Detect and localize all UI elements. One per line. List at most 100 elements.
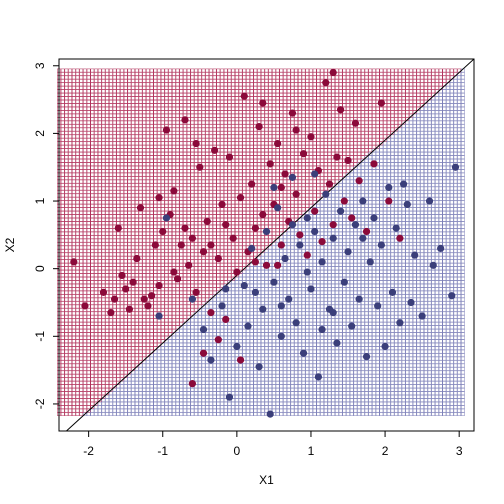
grid-cell-marker (220, 217, 224, 222)
grid-cell-marker (60, 79, 65, 83)
grid-cell-marker (83, 141, 87, 146)
grid-cell-marker (216, 110, 221, 115)
grid-cell-marker (79, 332, 84, 337)
grid-cell-marker (60, 110, 65, 115)
grid-cell-marker (183, 79, 187, 83)
grid-cell-marker (164, 356, 169, 361)
grid-cell-marker (220, 110, 224, 115)
grid-cell-marker (235, 315, 239, 319)
grid-cell-marker (172, 183, 176, 187)
grid-cell-marker (168, 235, 173, 239)
grid-cell-marker (112, 176, 117, 180)
grid-cell-marker (86, 405, 91, 409)
grid-cell-marker (220, 72, 224, 76)
grid-cell-marker (194, 162, 198, 167)
grid-cell-marker (131, 131, 135, 135)
grid-cell-marker (75, 113, 80, 118)
grid-cell-marker (131, 311, 135, 316)
grid-cell-marker (209, 176, 213, 180)
grid-cell-marker (190, 151, 195, 156)
grid-cell-marker (172, 75, 176, 80)
grid-cell-marker (235, 280, 239, 285)
grid-cell-marker (90, 280, 95, 285)
grid-cell-marker (142, 263, 147, 267)
grid-cell-marker (71, 231, 76, 236)
grid-cell-marker (175, 283, 180, 288)
grid-cell-marker (97, 120, 102, 125)
grid-cell-marker (101, 179, 106, 184)
grid-cell-marker (75, 127, 80, 132)
grid-cell-marker (164, 75, 169, 80)
grid-cell-marker (168, 120, 173, 125)
grid-cell-marker (64, 79, 69, 83)
grid-cell-marker (209, 193, 213, 198)
grid-cell-marker (209, 155, 213, 160)
grid-cell-marker (238, 75, 243, 80)
grid-cell-marker (109, 335, 113, 340)
grid-cell-marker (168, 412, 173, 416)
grid-cell-marker (186, 370, 191, 375)
grid-cell-marker (160, 124, 165, 128)
grid-cell-marker (172, 179, 176, 184)
grid-cell-marker (138, 145, 143, 149)
grid-cell-marker (160, 151, 165, 156)
grid-cell-marker (60, 398, 65, 403)
grid-cell-marker (138, 339, 143, 344)
grid-cell-marker (105, 273, 110, 278)
grid-cell-marker (112, 322, 117, 326)
grid-cell-marker (190, 82, 195, 87)
grid-cell-marker (209, 82, 213, 87)
grid-cell-marker (172, 346, 176, 350)
grid-cell-marker (235, 252, 239, 257)
grid-cell-marker (142, 387, 147, 392)
grid-cell-marker (227, 214, 232, 219)
grid-cell-marker (197, 266, 202, 271)
grid-cell-marker (153, 138, 158, 142)
grid-cell-marker (220, 113, 224, 118)
grid-cell-marker (216, 217, 221, 222)
grid-cell-marker (131, 231, 135, 236)
grid-cell-marker (164, 398, 169, 403)
grid-cell-marker (197, 155, 202, 160)
grid-cell-marker (190, 269, 195, 274)
grid-cell-marker (175, 342, 180, 347)
grid-cell-marker (68, 221, 72, 226)
grid-cell-marker (142, 363, 147, 368)
grid-cell-marker (131, 387, 135, 392)
grid-cell-marker (71, 204, 76, 208)
grid-cell-marker (164, 283, 169, 288)
grid-cell-marker (149, 263, 154, 267)
grid-cell-marker (142, 190, 147, 194)
grid-cell-marker (172, 228, 176, 233)
grid-cell-marker (160, 405, 165, 409)
grid-cell-marker (83, 110, 87, 115)
grid-cell-marker (120, 169, 124, 174)
grid-cell-marker (83, 238, 87, 243)
grid-cell-marker (190, 197, 195, 201)
grid-cell-marker (71, 276, 76, 281)
grid-cell-marker (227, 193, 232, 198)
grid-cell-marker (212, 381, 217, 385)
grid-cell-marker (86, 370, 91, 375)
grid-cell-marker (194, 127, 198, 132)
grid-cell-marker (105, 322, 110, 326)
grid-cell-marker (131, 408, 135, 413)
grid-cell-marker (86, 217, 91, 222)
grid-cell-marker (94, 117, 98, 121)
grid-cell-marker (164, 266, 169, 271)
grid-cell-marker (164, 367, 169, 371)
grid-cell-marker (231, 325, 236, 330)
grid-cell-marker (153, 155, 158, 160)
grid-cell-marker (105, 408, 110, 413)
grid-cell-marker (123, 280, 128, 285)
grid-cell-marker (90, 283, 95, 288)
grid-cell-marker (223, 183, 228, 187)
grid-cell-marker (190, 311, 195, 316)
grid-cell-marker (142, 131, 147, 135)
grid-cell-marker (149, 259, 154, 264)
grid-cell-marker (212, 162, 217, 167)
grid-cell-marker (175, 238, 180, 243)
grid-cell-marker (149, 231, 154, 236)
grid-cell-marker (231, 256, 236, 260)
grid-cell-marker (86, 75, 91, 80)
